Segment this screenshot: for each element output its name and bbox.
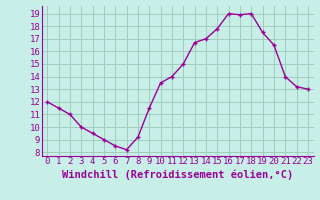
X-axis label: Windchill (Refroidissement éolien,°C): Windchill (Refroidissement éolien,°C) (62, 169, 293, 180)
